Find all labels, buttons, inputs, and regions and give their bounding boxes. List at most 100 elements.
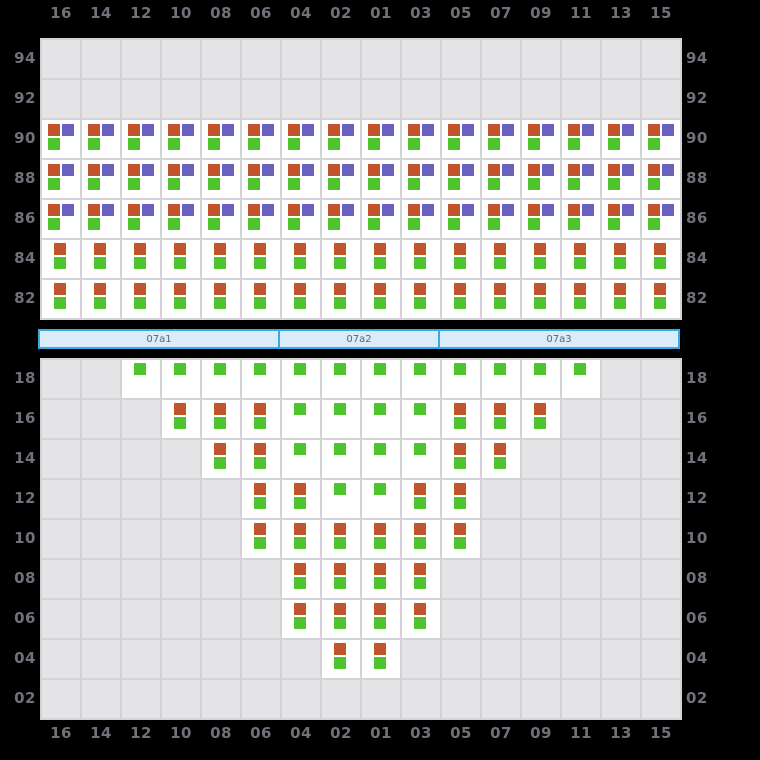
slot-cell-16-06[interactable] [242,400,280,438]
slot-cell-90-12[interactable] [122,120,160,158]
slot-cell-86-12[interactable] [122,200,160,238]
slot-cell-10-01[interactable] [362,520,400,558]
slot-cell-10-05[interactable] [442,520,480,558]
slot-cell-88-02[interactable] [322,160,360,198]
slot-cell-90-05[interactable] [442,120,480,158]
slot-cell-12-04[interactable] [282,480,320,518]
slot-cell-90-02[interactable] [322,120,360,158]
slot-cell-18-12[interactable] [122,360,160,398]
slot-cell-08-01[interactable] [362,560,400,598]
slot-cell-18-02[interactable] [322,360,360,398]
slot-cell-84-02[interactable] [322,240,360,278]
hatch-cover-07a1[interactable]: 07a1 [38,329,280,349]
slot-cell-82-11[interactable] [562,280,600,318]
slot-cell-16-10[interactable] [162,400,200,438]
slot-cell-06-04[interactable] [282,600,320,638]
slot-cell-90-03[interactable] [402,120,440,158]
slot-cell-86-01[interactable] [362,200,400,238]
slot-cell-82-06[interactable] [242,280,280,318]
slot-cell-82-13[interactable] [602,280,640,318]
slot-cell-86-14[interactable] [82,200,120,238]
slot-cell-88-11[interactable] [562,160,600,198]
slot-cell-06-03[interactable] [402,600,440,638]
slot-cell-86-10[interactable] [162,200,200,238]
slot-cell-82-09[interactable] [522,280,560,318]
slot-cell-82-08[interactable] [202,280,240,318]
slot-cell-82-16[interactable] [42,280,80,318]
slot-cell-14-05[interactable] [442,440,480,478]
slot-cell-90-08[interactable] [202,120,240,158]
slot-cell-06-02[interactable] [322,600,360,638]
slot-cell-14-06[interactable] [242,440,280,478]
slot-cell-90-07[interactable] [482,120,520,158]
slot-cell-86-13[interactable] [602,200,640,238]
slot-cell-90-04[interactable] [282,120,320,158]
slot-cell-18-07[interactable] [482,360,520,398]
slot-cell-84-09[interactable] [522,240,560,278]
slot-cell-90-14[interactable] [82,120,120,158]
slot-cell-08-03[interactable] [402,560,440,598]
slot-cell-18-01[interactable] [362,360,400,398]
slot-cell-84-12[interactable] [122,240,160,278]
slot-cell-84-01[interactable] [362,240,400,278]
slot-cell-84-13[interactable] [602,240,640,278]
slot-cell-82-02[interactable] [322,280,360,318]
slot-cell-90-01[interactable] [362,120,400,158]
slot-cell-12-01[interactable] [362,480,400,518]
slot-cell-18-10[interactable] [162,360,200,398]
slot-cell-86-02[interactable] [322,200,360,238]
slot-cell-86-16[interactable] [42,200,80,238]
slot-cell-08-02[interactable] [322,560,360,598]
slot-cell-90-06[interactable] [242,120,280,158]
slot-cell-86-09[interactable] [522,200,560,238]
slot-cell-84-07[interactable] [482,240,520,278]
slot-cell-16-04[interactable] [282,400,320,438]
slot-cell-18-08[interactable] [202,360,240,398]
slot-cell-90-16[interactable] [42,120,80,158]
slot-cell-90-09[interactable] [522,120,560,158]
slot-cell-10-03[interactable] [402,520,440,558]
slot-cell-10-06[interactable] [242,520,280,558]
slot-cell-08-04[interactable] [282,560,320,598]
slot-cell-84-05[interactable] [442,240,480,278]
slot-cell-84-03[interactable] [402,240,440,278]
slot-cell-88-16[interactable] [42,160,80,198]
slot-cell-16-07[interactable] [482,400,520,438]
slot-cell-88-08[interactable] [202,160,240,198]
slot-cell-90-11[interactable] [562,120,600,158]
slot-cell-18-11[interactable] [562,360,600,398]
hatch-cover-07a2[interactable]: 07a2 [278,329,440,349]
slot-cell-86-06[interactable] [242,200,280,238]
slot-cell-82-10[interactable] [162,280,200,318]
slot-cell-16-05[interactable] [442,400,480,438]
slot-cell-18-09[interactable] [522,360,560,398]
slot-cell-86-05[interactable] [442,200,480,238]
slot-cell-90-13[interactable] [602,120,640,158]
slot-cell-84-10[interactable] [162,240,200,278]
hatch-cover-07a3[interactable]: 07a3 [438,329,680,349]
slot-cell-88-05[interactable] [442,160,480,198]
slot-cell-88-15[interactable] [642,160,680,198]
slot-cell-14-02[interactable] [322,440,360,478]
slot-cell-88-06[interactable] [242,160,280,198]
slot-cell-82-03[interactable] [402,280,440,318]
slot-cell-16-09[interactable] [522,400,560,438]
slot-cell-82-12[interactable] [122,280,160,318]
slot-cell-14-04[interactable] [282,440,320,478]
slot-cell-18-03[interactable] [402,360,440,398]
slot-cell-18-04[interactable] [282,360,320,398]
slot-cell-84-06[interactable] [242,240,280,278]
slot-cell-10-02[interactable] [322,520,360,558]
slot-cell-16-08[interactable] [202,400,240,438]
slot-cell-18-06[interactable] [242,360,280,398]
slot-cell-12-06[interactable] [242,480,280,518]
slot-cell-90-15[interactable] [642,120,680,158]
slot-cell-16-01[interactable] [362,400,400,438]
slot-cell-12-05[interactable] [442,480,480,518]
slot-cell-86-07[interactable] [482,200,520,238]
slot-cell-84-04[interactable] [282,240,320,278]
slot-cell-10-04[interactable] [282,520,320,558]
slot-cell-14-01[interactable] [362,440,400,478]
slot-cell-86-08[interactable] [202,200,240,238]
slot-cell-86-03[interactable] [402,200,440,238]
